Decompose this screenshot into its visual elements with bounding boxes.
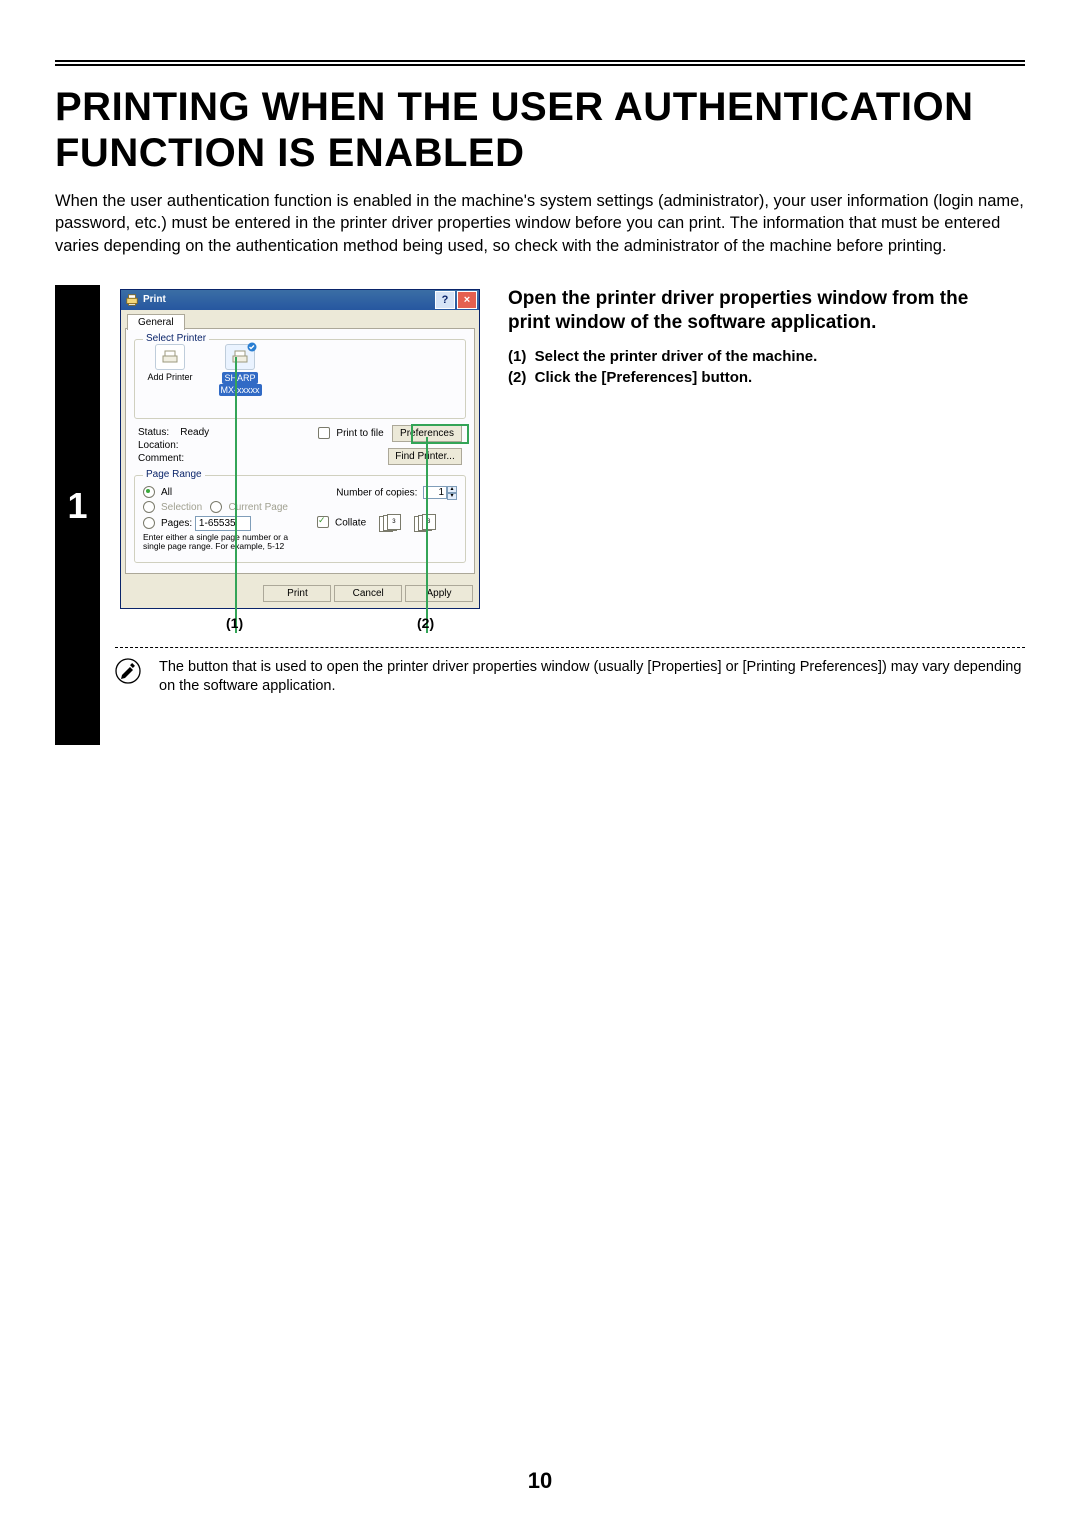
radio-selection-label: Selection (161, 502, 202, 513)
printer-item-label: Add Printer (147, 372, 192, 382)
group-page-range-title: Page Range (143, 469, 205, 480)
copies-label: Number of copies: (336, 487, 417, 498)
right-column: Open the printer driver properties windo… (508, 285, 1015, 635)
close-button[interactable]: × (457, 291, 477, 309)
find-printer-button[interactable]: Find Printer... (388, 448, 462, 465)
note-text: The button that is used to open the prin… (159, 658, 1025, 697)
step-substeps: (1) Select the printer driver of the mac… (508, 348, 1015, 386)
radio-pages[interactable] (143, 517, 158, 530)
cancel-button[interactable]: Cancel (334, 585, 402, 602)
printer-icon (125, 293, 139, 307)
page-number: 10 (0, 1468, 1080, 1494)
apply-button[interactable]: Apply (405, 585, 473, 602)
tab-pane: Select Printer Add Printer (125, 328, 475, 574)
callout-line-2 (426, 437, 428, 633)
print-button[interactable]: Print (263, 585, 331, 602)
top-rule (55, 60, 1025, 66)
right-buttons: Print to file Preferences Find Printer..… (318, 423, 462, 467)
collate-graphic: 123 (414, 514, 436, 532)
note-separator (115, 647, 1025, 648)
pages-hint: Enter either a single page number or a s… (143, 533, 303, 552)
radio-selection (143, 501, 158, 514)
print-to-file-checkbox[interactable] (318, 427, 333, 440)
radio-all-label: All (161, 487, 172, 498)
radio-current-label: Current Page (228, 502, 287, 513)
radio-current (210, 501, 225, 514)
copies-spinner[interactable]: ▴▾ (447, 486, 457, 500)
printer-item-add[interactable]: Add Printer (141, 344, 199, 382)
step-1: 1 Print ? × General (55, 285, 1025, 697)
status-label: Status: (138, 427, 169, 438)
help-button[interactable]: ? (435, 291, 455, 309)
radio-all[interactable] (143, 486, 158, 499)
group-select-printer: Select Printer Add Printer (134, 339, 466, 419)
tab-general[interactable]: General (127, 314, 185, 330)
pencil-icon (115, 658, 141, 684)
step-number: 1 (55, 485, 100, 527)
callout-1: (1) (226, 615, 243, 631)
dialog-title: Print (143, 294, 166, 305)
group-select-printer-title: Select Printer (143, 333, 209, 344)
collate-graphic: 123 (379, 514, 401, 532)
group-page-range: Page Range All Selection Current Page Pa… (134, 475, 466, 563)
status-value: Ready (180, 427, 209, 438)
callout-2: (2) (417, 615, 434, 631)
callout-line-1 (235, 357, 237, 633)
location-label: Location: (138, 440, 179, 451)
note-row: The button that is used to open the prin… (115, 658, 1025, 697)
radio-pages-label: Pages: (161, 518, 192, 529)
pages-input[interactable]: 1-65535 (195, 516, 251, 531)
dialog-titlebar: Print ? × (121, 290, 479, 310)
page-title: PRINTING WHEN THE USER AUTHENTICATION FU… (55, 84, 1025, 176)
add-printer-icon (155, 344, 185, 370)
collate-checkbox[interactable] (317, 516, 332, 529)
page: PRINTING WHEN THE USER AUTHENTICATION FU… (0, 0, 1080, 1528)
dialog-buttons: Print Cancel Apply (263, 585, 473, 602)
step-body: Print ? × General Select Printer (100, 285, 1025, 635)
substep-number: (2) (508, 369, 535, 386)
sharp-printer-icon (225, 344, 255, 370)
intro-paragraph: When the user authentication function is… (55, 190, 1025, 257)
printer-item-sharp[interactable]: SHARP MX-xxxxx (211, 344, 269, 396)
print-to-file-label: Print to file (336, 428, 383, 439)
comment-label: Comment: (138, 453, 184, 464)
collate-label: Collate (335, 517, 366, 528)
substep-text: Select the printer driver of the machine… (535, 348, 818, 365)
printer-item-label2: MX-xxxxx (219, 384, 262, 396)
screenshot-area: Print ? × General Select Printer (120, 285, 480, 635)
substep-text: Click the [Preferences] button. (535, 369, 753, 386)
printer-item-label: SHARP (222, 372, 257, 384)
substep-number: (1) (508, 348, 535, 365)
step-heading: Open the printer driver properties windo… (508, 287, 1015, 336)
callout-labels: (1) (2) (120, 615, 480, 635)
